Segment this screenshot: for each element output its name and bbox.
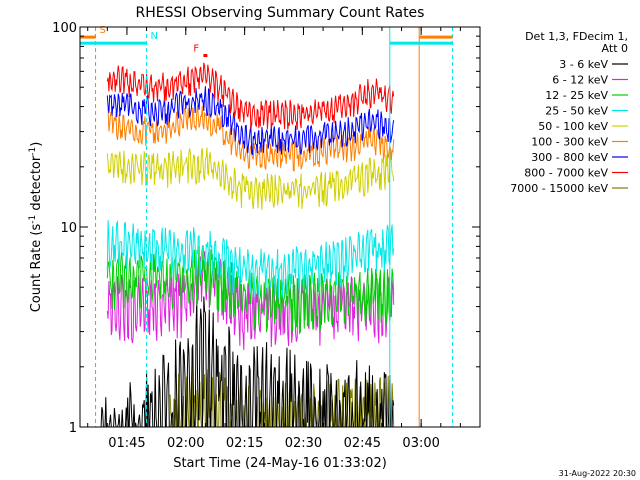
x-tick-label-5: 02:45 [344,436,381,451]
legend-header-line2: Att 0 [602,42,628,55]
series-line-8 [106,62,395,131]
x-tick-label-6: 03:00 [402,436,439,451]
footer-date: 31-Aug-2022 20:30 [559,469,636,478]
legend-header-line1: Det 1,3, FDecim 1, [525,30,628,43]
y-axis-label: Count Rate (s-1 detector-1) [28,142,44,313]
y-axis-label-main: Count Rate (s [29,224,44,313]
legend: 3 - 6 keV 6 - 12 keV 12 - 25 keV 25 - 50 ke… [510,58,628,195]
y-tick-label-1: 1 [69,421,77,436]
x-tick-label-1: 01:45 [108,436,145,451]
legend-label-3: 12 - 25 keV [545,89,608,102]
legend-label-1: 3 - 6 keV [559,58,608,71]
flag-bar-s-2 [419,35,453,39]
flag-bar-f-1 [203,54,208,58]
x-axis-label: Start Time (24-May-16 01:33:02) [173,456,387,471]
series-line-1 [99,296,395,428]
series-line-4 [106,219,395,299]
markers-layer [95,27,454,427]
y-axis-label-end: ) [29,142,44,147]
y-axis-label-sup2: -1 [28,147,38,156]
legend-label-7: 300 - 800 keV [531,151,608,164]
series-line-5 [106,147,395,210]
flag-bar-s-1 [80,35,96,39]
axes-layer: 1 10 100 01:45 02:00 02:15 02:30 02:45 03:00 [52,21,481,451]
y-axis-label-sup: -1 [28,215,38,224]
y-axis-label-tail: detector [29,155,44,215]
legend-label-5: 50 - 100 keV [538,120,608,133]
y-tick-label-2: 10 [60,221,77,236]
legend-label-9: 7000 - 15000 keV [510,182,608,195]
chart-title: RHESSI Observing Summary Count Rates [136,5,425,21]
x-tick-label-2: 02:00 [167,436,204,451]
series-layer [99,62,395,428]
flags-layer: S N F [80,25,453,58]
flag-bar-n-2 [389,41,453,45]
legend-label-4: 25 - 50 keV [545,105,608,118]
y-tick-label-3: 100 [52,21,77,36]
flag-label-n: N [151,31,158,42]
x-tick-label-4: 02:30 [285,436,322,451]
legend-label-6: 100 - 300 keV [531,136,608,149]
flag-label-s: S [100,25,106,36]
legend-label-2: 6 - 12 keV [552,74,608,87]
legend-label-8: 800 - 7000 keV [524,167,608,180]
series-line-2 [106,250,395,351]
flag-bar-n-1 [80,41,147,45]
x-tick-label-3: 02:15 [226,436,263,451]
flag-label-f: F [193,44,199,55]
